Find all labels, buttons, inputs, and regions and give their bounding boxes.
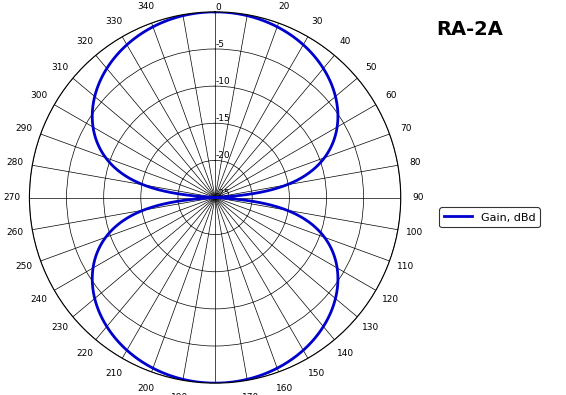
Text: RA-2A: RA-2A — [436, 20, 503, 39]
Legend: Gain, dBd: Gain, dBd — [440, 207, 539, 227]
